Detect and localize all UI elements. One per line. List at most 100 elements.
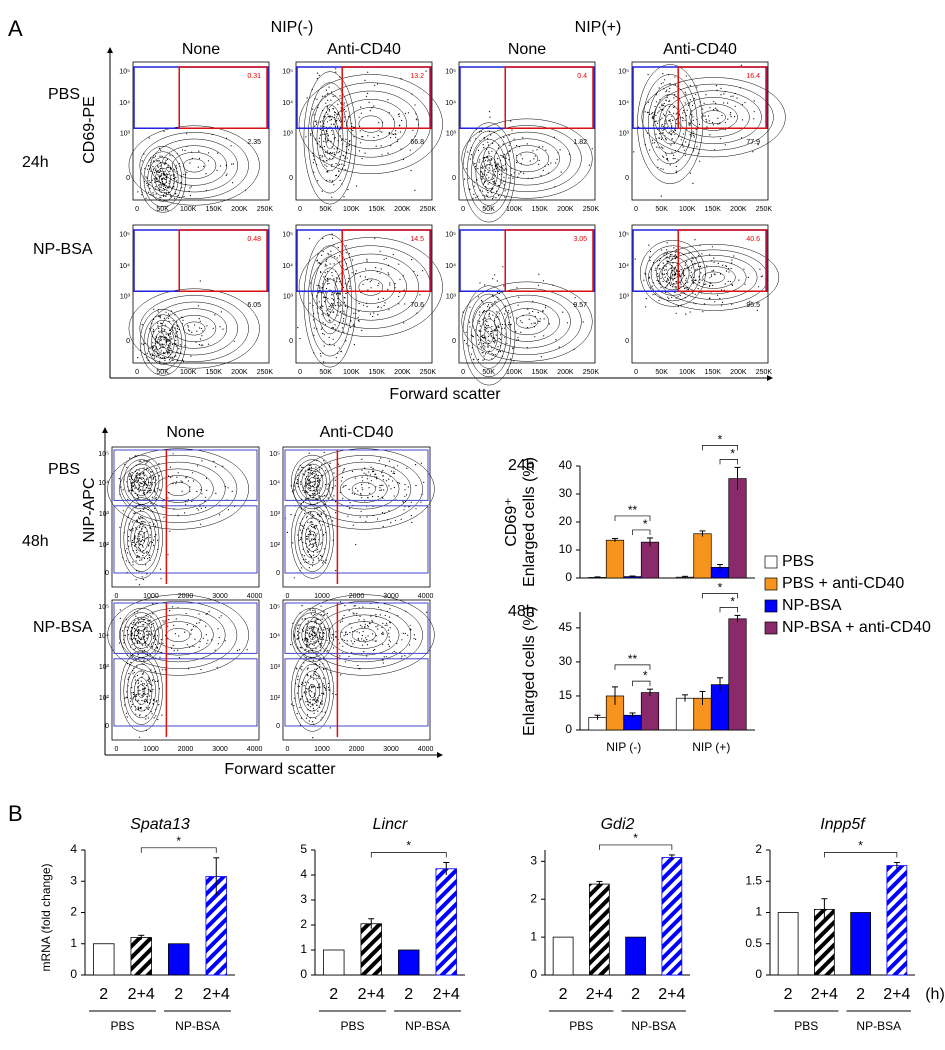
event-dot xyxy=(491,303,493,305)
event-dot xyxy=(493,330,495,332)
event-dot xyxy=(338,642,341,644)
event-dot xyxy=(330,123,332,125)
event-dot xyxy=(310,482,312,484)
event-dot xyxy=(398,263,400,265)
event-dot xyxy=(329,343,331,345)
event-dot xyxy=(534,155,536,157)
event-dot xyxy=(309,302,311,304)
event-dot xyxy=(363,304,365,306)
event-dot xyxy=(312,155,314,157)
event-dot xyxy=(486,156,488,159)
event-dot xyxy=(167,497,169,499)
error-bar xyxy=(668,854,675,861)
event-dot xyxy=(664,138,667,140)
event-dot xyxy=(347,149,349,151)
event-dot xyxy=(160,568,162,570)
event-dot xyxy=(312,721,314,723)
event-dot xyxy=(129,489,131,491)
event-dot xyxy=(376,83,379,85)
event-dot xyxy=(661,125,663,127)
event-dot xyxy=(134,642,136,644)
x-tick-label: 50K xyxy=(655,369,668,376)
event-dot xyxy=(175,345,177,347)
event-dot xyxy=(675,165,677,168)
event-dot xyxy=(134,479,136,481)
event-dot xyxy=(150,645,152,647)
event-dot xyxy=(154,476,157,478)
event-dot xyxy=(127,490,129,492)
contour xyxy=(294,657,331,725)
event-dot xyxy=(170,476,172,479)
event-dot xyxy=(148,554,150,556)
event-dot xyxy=(326,140,328,142)
event-dot xyxy=(331,298,333,300)
event-dot xyxy=(318,284,320,286)
event-dot xyxy=(152,346,154,348)
event-dot xyxy=(313,483,315,485)
event-dot xyxy=(497,162,499,164)
event-dot xyxy=(361,484,363,486)
event-dot xyxy=(414,104,416,106)
event-dot xyxy=(292,542,294,544)
x-tick-label: 2 xyxy=(174,986,183,1003)
event-dot xyxy=(528,318,530,320)
x-tick-label: 0 xyxy=(298,369,302,376)
event-dot xyxy=(488,315,490,318)
event-dot xyxy=(161,155,163,157)
bar xyxy=(640,541,660,579)
event-dot xyxy=(321,287,323,289)
event-dot xyxy=(152,328,154,330)
event-dot xyxy=(142,650,144,653)
event-dot xyxy=(329,263,331,265)
event-dot xyxy=(673,106,675,108)
event-dot xyxy=(146,536,148,539)
event-dot xyxy=(492,278,494,280)
event-dot xyxy=(471,154,473,156)
event-dot xyxy=(469,326,471,328)
event-dot xyxy=(331,152,333,154)
event-dot xyxy=(348,253,350,255)
event-dot xyxy=(134,619,136,621)
event-dot xyxy=(163,185,165,187)
event-dot xyxy=(175,164,177,166)
event-dot xyxy=(481,171,483,173)
contour xyxy=(130,621,153,649)
event-dot xyxy=(482,359,484,361)
event-dot xyxy=(327,483,329,485)
event-dot xyxy=(310,613,312,615)
event-dot xyxy=(683,149,685,151)
event-dot xyxy=(365,520,367,522)
event-dot xyxy=(138,539,140,542)
event-dot xyxy=(482,310,485,313)
event-dot xyxy=(339,135,341,137)
event-dot xyxy=(588,164,591,166)
event-dot xyxy=(168,352,171,354)
y-tick-label: 0 xyxy=(452,175,456,182)
event-dot xyxy=(140,540,142,542)
event-dot xyxy=(377,625,379,627)
event-dot xyxy=(159,170,161,172)
event-dot xyxy=(689,275,691,277)
event-dot xyxy=(351,627,353,629)
event-dot xyxy=(660,195,662,197)
event-dot xyxy=(484,198,486,200)
event-dot xyxy=(338,347,340,349)
event-dot xyxy=(344,305,346,307)
event-dot xyxy=(321,120,323,122)
event-dot xyxy=(322,495,324,497)
event-dot xyxy=(488,350,490,352)
contour xyxy=(316,461,412,517)
event-dot xyxy=(153,308,155,310)
contour xyxy=(107,448,249,530)
event-dot xyxy=(169,170,171,172)
event-dot xyxy=(512,347,514,349)
event-dot xyxy=(326,107,328,109)
event-dot xyxy=(710,274,713,276)
event-dot xyxy=(472,197,474,199)
event-dot xyxy=(157,354,159,356)
event-dot xyxy=(692,131,694,133)
event-dot xyxy=(663,128,665,131)
event-dot xyxy=(319,636,321,638)
event-dot xyxy=(142,644,144,646)
event-dot xyxy=(322,250,324,253)
